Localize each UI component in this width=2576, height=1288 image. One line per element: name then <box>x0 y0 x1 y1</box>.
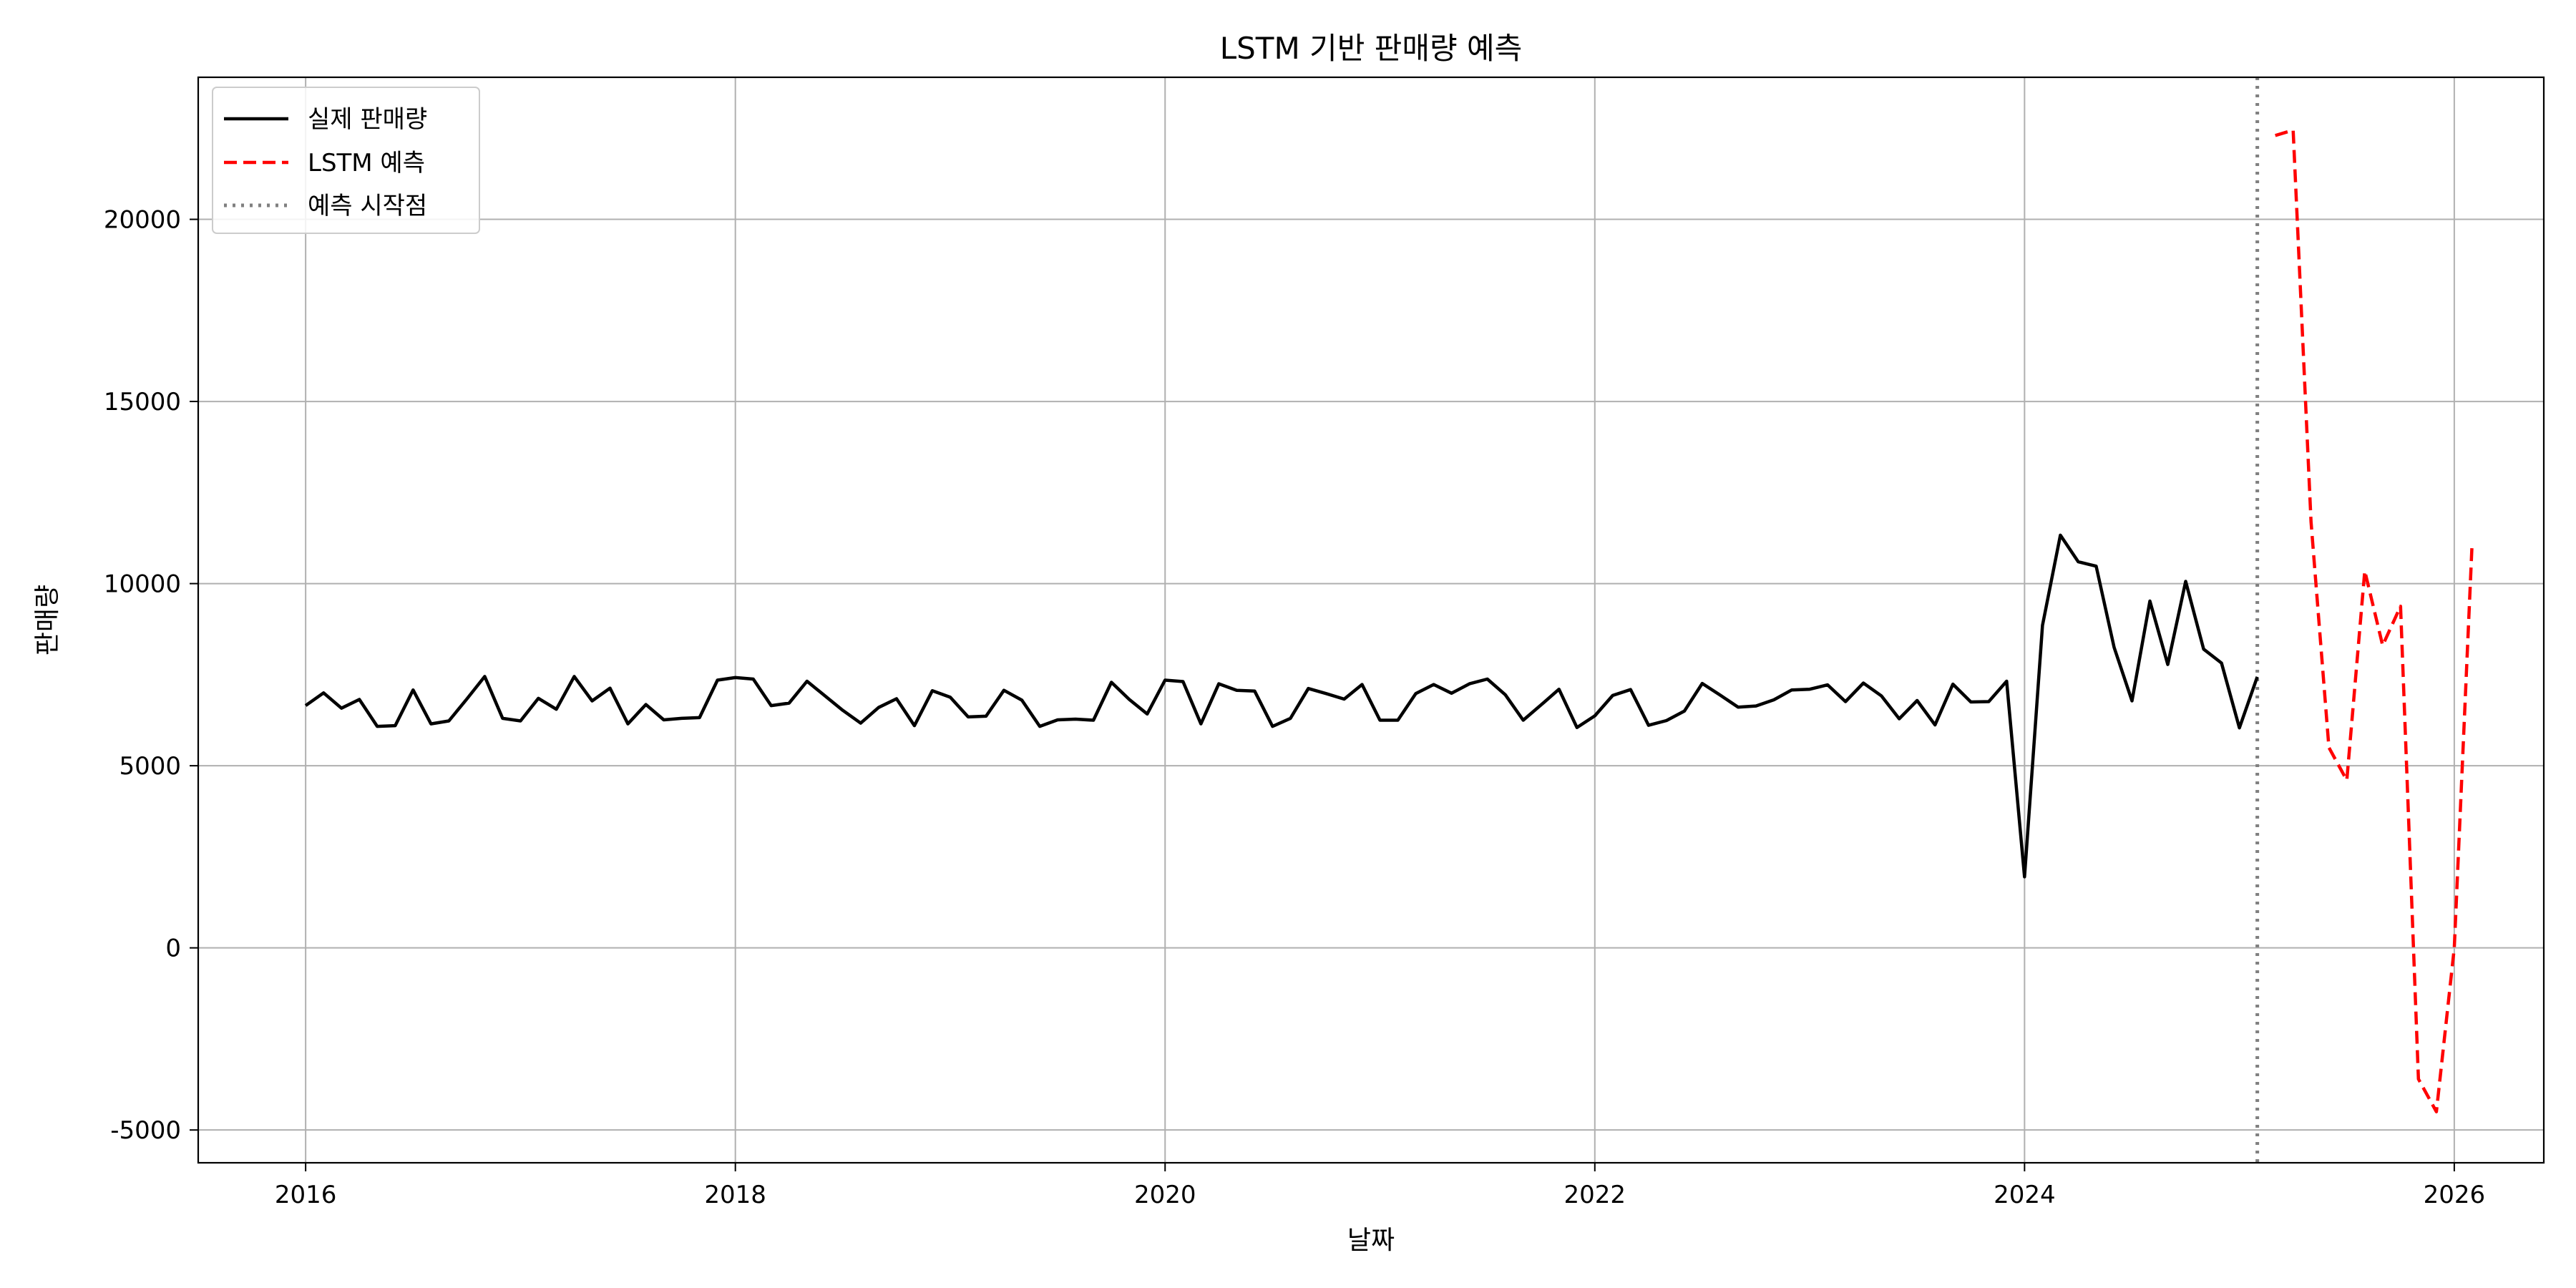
x-tick-label: 2024 <box>1994 1181 2056 1209</box>
x-tick-label: 2016 <box>275 1181 337 1209</box>
y-tick-label: 5000 <box>119 752 181 781</box>
y-tick-label: 10000 <box>104 570 181 599</box>
legend: 실제 판매량 LSTM 예측 예측 시작점 <box>212 87 480 234</box>
legend-box <box>212 87 480 234</box>
series-line-actual <box>304 533 2259 879</box>
chart-title: LSTM 기반 판매량 예측 <box>1220 31 1522 66</box>
y-tick-label: 0 <box>165 935 181 963</box>
legend-label-forecast-start: 예측 시작점 <box>308 192 427 220</box>
series-layer <box>304 77 2474 1163</box>
plot-frame <box>197 76 2545 1164</box>
ticks: 2016 2018 2020 2022 2024 2026 -5000 0 5000 10000 1… <box>104 206 2485 1209</box>
x-tick-label: 2018 <box>704 1181 766 1209</box>
grid <box>198 77 2544 1163</box>
x-tick-label: 2020 <box>1134 1181 1196 1209</box>
y-tick-label: 20000 <box>104 206 181 235</box>
legend-label-forecast: LSTM 예측 <box>308 149 425 177</box>
legend-label-actual: 실제 판매량 <box>308 105 427 134</box>
x-tick-label: 2022 <box>1564 1181 1626 1209</box>
x-tick-label: 2026 <box>2424 1181 2486 1209</box>
x-axis-label: 날짜 <box>1347 1226 1395 1255</box>
y-tick-label: 15000 <box>104 388 181 416</box>
y-axis-label: 판매량 <box>33 585 62 655</box>
y-tick-label: -5000 <box>110 1116 181 1145</box>
